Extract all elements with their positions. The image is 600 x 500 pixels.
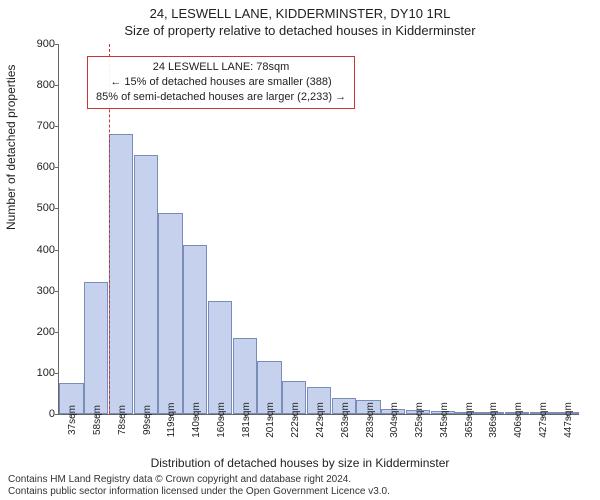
y-axis-label: Number of detached properties	[4, 65, 18, 230]
histogram-bar	[158, 213, 182, 414]
x-tick-label: 283sqm	[365, 402, 376, 438]
plot-area: 010020030040050060070080090037sqm58sqm78…	[58, 44, 579, 415]
histogram-bar	[208, 301, 232, 414]
x-tick-label: 406sqm	[513, 402, 524, 438]
x-axis-label: Distribution of detached houses by size …	[0, 456, 600, 470]
chart-subtitle: Size of property relative to detached ho…	[0, 21, 600, 38]
annotation-line1: 24 LESWELL LANE: 78sqm	[96, 60, 346, 75]
y-tick-label: 700	[25, 120, 55, 132]
x-tick-label: 365sqm	[464, 402, 475, 438]
x-tick-label: 58sqm	[92, 405, 103, 435]
y-tick-mark	[55, 373, 59, 374]
x-tick-label: 222sqm	[290, 402, 301, 438]
y-tick-mark	[55, 126, 59, 127]
x-tick-label: 78sqm	[117, 405, 128, 435]
y-tick-mark	[55, 44, 59, 45]
chart-title: 24, LESWELL LANE, KIDDERMINSTER, DY10 1R…	[0, 0, 600, 21]
x-tick-label: 140sqm	[191, 402, 202, 438]
y-tick-label: 500	[25, 202, 55, 214]
y-tick-mark	[55, 250, 59, 251]
footer-line1: Contains HM Land Registry data © Crown c…	[8, 474, 390, 486]
annotation-line2: ← 15% of detached houses are smaller (38…	[96, 75, 346, 90]
x-tick-label: 201sqm	[265, 402, 276, 438]
annotation-box: 24 LESWELL LANE: 78sqm ← 15% of detached…	[87, 56, 355, 109]
x-tick-label: 242sqm	[315, 402, 326, 438]
footer: Contains HM Land Registry data © Crown c…	[8, 474, 390, 498]
y-tick-label: 200	[25, 326, 55, 338]
y-tick-label: 400	[25, 244, 55, 256]
y-tick-mark	[55, 414, 59, 415]
y-tick-label: 0	[25, 408, 55, 420]
y-tick-mark	[55, 291, 59, 292]
x-tick-label: 386sqm	[488, 402, 499, 438]
histogram-bar	[109, 134, 133, 414]
y-tick-label: 300	[25, 285, 55, 297]
x-tick-label: 345sqm	[439, 402, 450, 438]
histogram-bar	[84, 282, 108, 414]
y-tick-label: 600	[25, 161, 55, 173]
y-tick-mark	[55, 167, 59, 168]
x-tick-label: 427sqm	[538, 402, 549, 438]
x-tick-label: 304sqm	[389, 402, 400, 438]
y-tick-mark	[55, 208, 59, 209]
x-tick-label: 37sqm	[67, 405, 78, 435]
x-tick-label: 160sqm	[216, 402, 227, 438]
y-tick-mark	[55, 85, 59, 86]
x-tick-label: 325sqm	[414, 402, 425, 438]
x-tick-label: 181sqm	[241, 402, 252, 438]
histogram-bar	[183, 245, 207, 414]
y-tick-label: 900	[25, 38, 55, 50]
x-tick-label: 447sqm	[563, 402, 574, 438]
footer-line2: Contains public sector information licen…	[8, 486, 390, 498]
x-tick-label: 263sqm	[340, 402, 351, 438]
y-tick-label: 800	[25, 79, 55, 91]
annotation-line3: 85% of semi-detached houses are larger (…	[96, 90, 346, 105]
x-tick-label: 99sqm	[142, 405, 153, 435]
y-tick-label: 100	[25, 367, 55, 379]
histogram-bar	[134, 155, 158, 414]
chart-container: 24, LESWELL LANE, KIDDERMINSTER, DY10 1R…	[0, 0, 600, 500]
y-tick-mark	[55, 332, 59, 333]
x-tick-label: 119sqm	[166, 403, 177, 438]
